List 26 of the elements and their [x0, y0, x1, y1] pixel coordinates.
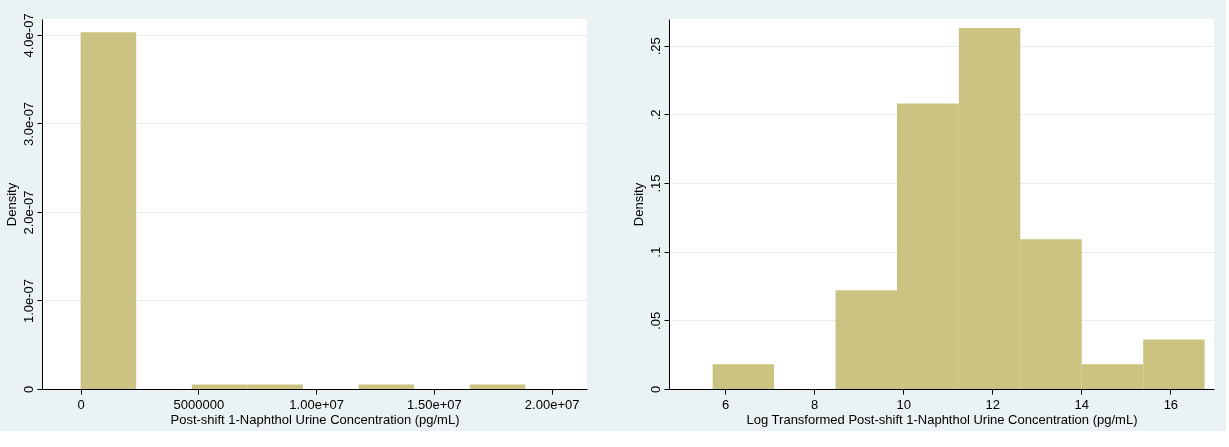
x-tick-label: 6: [721, 396, 730, 412]
x-axis-title: Post-shift 1-Naphthol Urine Concentration (pg/mL): [170, 411, 460, 427]
y-axis-title: Density: [3, 182, 19, 227]
x-tick-label: 12: [985, 396, 1000, 412]
x-tick-label: 14: [1074, 396, 1090, 412]
y-tick-label: .1: [647, 246, 663, 258]
y-tick-label: 0: [20, 385, 36, 394]
y-tick-label: .25: [647, 37, 663, 56]
x-tick-label: 0: [77, 396, 85, 412]
x-tick-label: 1.00e+07: [289, 396, 344, 412]
y-tick-label: 3.0e-07: [20, 101, 36, 146]
x-tick-label: 1.50e+07: [407, 396, 462, 412]
y-tick-label: 0: [647, 385, 663, 394]
x-tick-label: 5000000: [173, 396, 225, 412]
x-axis-title: Log Transformed Post-shift 1-Naphthol Urine Concentration (pg/mL): [746, 411, 1138, 427]
y-tick-label: 4.0e-07: [20, 13, 36, 58]
x-tick-label: 8: [811, 396, 819, 412]
y-tick-label: 1.0e-07: [20, 278, 36, 324]
x-tick-label: 10: [896, 396, 911, 412]
y-tick-label: 2.0e-07: [20, 190, 36, 235]
y-axis-title: Density: [630, 182, 646, 227]
y-tick-label: .15: [647, 174, 663, 193]
x-tick-label: 2.00e+07: [524, 396, 580, 412]
y-tick-label: .2: [647, 109, 663, 121]
y-tick-label: .05: [647, 311, 663, 330]
x-tick-label: 16: [1163, 396, 1179, 412]
